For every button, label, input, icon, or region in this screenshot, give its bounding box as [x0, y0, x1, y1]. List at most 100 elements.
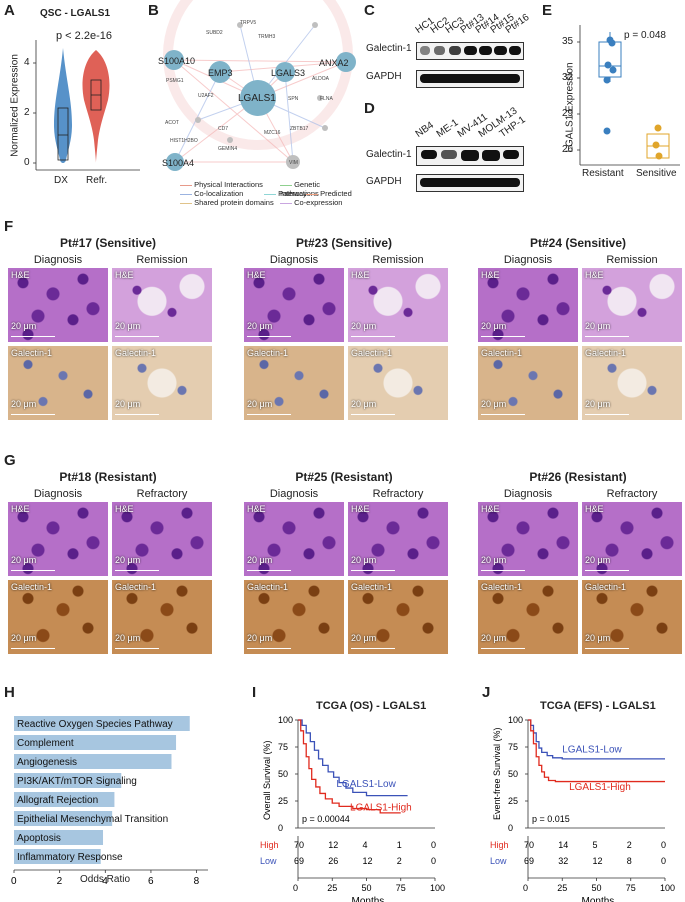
scale-bar	[585, 644, 629, 649]
violin-axes	[33, 40, 140, 171]
y-tick-label: 75	[278, 742, 288, 752]
scale-bar-label: 20 μm	[351, 321, 377, 331]
scale-bar	[11, 566, 55, 571]
violin-ylabel: Normalized Expression	[9, 54, 21, 157]
node-lgals3	[275, 62, 295, 82]
net-label-lgals3: LGALS3	[271, 68, 306, 78]
x-tick-label: 6	[148, 876, 154, 887]
km-high-curve	[528, 719, 665, 783]
histology-image: Galectin-1 20 μm	[478, 346, 578, 420]
km-high-label: LGALS1-High	[350, 803, 412, 814]
x-tick-label: 50	[362, 883, 372, 893]
scale-bar	[481, 410, 525, 415]
legend-predicted: Predicted	[320, 189, 352, 198]
odds-ratio-bar	[14, 792, 115, 807]
bar-h-chart: Reactive Oxygen Species Pathway Complemen…	[11, 716, 208, 887]
bar-category-label: PI3K/AKT/mTOR Signaling	[17, 776, 137, 787]
histo-col-left: Diagnosis	[269, 254, 319, 266]
bar-category-label: Epithelial Mesenchymal Transition	[17, 814, 168, 825]
stain-label: Galectin-1	[585, 582, 627, 592]
node-s100a10	[164, 50, 184, 70]
net-small-trpv5: TRPV5	[240, 20, 257, 26]
net-small-u2af2: U2AF2	[198, 93, 214, 99]
scale-bar	[585, 332, 629, 337]
km-xlabel: Months	[582, 896, 615, 902]
risk-high-label: High	[260, 840, 279, 850]
stain-label: Galectin-1	[115, 582, 157, 592]
x-tick-label: 0	[11, 876, 17, 887]
stain-label: H&E	[247, 270, 266, 280]
node-lgals1	[240, 80, 276, 116]
node-small	[312, 22, 318, 28]
dot-resistant	[603, 76, 611, 84]
violin-refr	[82, 50, 110, 163]
histology-image: Galectin-1 20 μm	[348, 580, 448, 654]
km-high-curve	[298, 719, 401, 814]
network-legend: Physical Interactions Co-localization Sh…	[180, 180, 360, 208]
scale-bar-label: 20 μm	[585, 633, 611, 643]
risk-low-count: 12	[363, 856, 373, 866]
net-small-flna: FLNA	[320, 96, 333, 102]
histo-group-title: Pt#24 (Sensitive)	[529, 236, 627, 250]
dot-resistant	[604, 61, 612, 69]
net-small-gemin4: GEMIN4	[218, 146, 238, 152]
x-tick-label: 25	[327, 883, 337, 893]
x-tick-label: 100	[660, 883, 675, 893]
odds-ratio-bar	[14, 849, 101, 864]
risk-high-count: 70	[294, 840, 304, 850]
scale-bar-label: 20 μm	[115, 633, 141, 643]
net-small-vim: VIM	[289, 160, 298, 166]
scatter-e-xlabel-resistant: Resistant	[582, 168, 624, 179]
violin-ytick-4: 4	[24, 57, 30, 68]
net-small-cd7: CD7	[218, 126, 229, 132]
histo-col-left: Diagnosis	[33, 488, 83, 500]
scale-bar	[351, 644, 395, 649]
histo-col-left: Diagnosis	[503, 254, 553, 266]
histo-col-right: Refractory	[372, 488, 424, 500]
stain-label: Galectin-1	[11, 348, 53, 358]
km-pvalue: p = 0.00044	[302, 814, 350, 824]
scale-bar	[247, 644, 291, 649]
odds-ratio-bar	[14, 830, 104, 845]
risk-high-count: 70	[524, 840, 534, 850]
panel-label-j: J	[482, 684, 491, 701]
stain-label: H&E	[481, 270, 500, 280]
km-low-curve	[298, 719, 408, 797]
scale-bar	[481, 332, 525, 337]
km-low-curve	[528, 719, 665, 760]
km-j-title: TCGA (EFS) - LGALS1	[540, 700, 656, 712]
km-xlabel: Months	[352, 896, 385, 902]
node-vim	[286, 155, 300, 169]
net-small-subd2: SUBD2	[206, 30, 223, 36]
scale-bar-label: 20 μm	[115, 399, 141, 409]
odds-ratio-bar	[14, 716, 190, 731]
stain-label: Galectin-1	[351, 348, 393, 358]
x-tick-label: 8	[194, 876, 200, 887]
panel-label-i: I	[252, 684, 257, 701]
histo-col-left: Diagnosis	[33, 254, 83, 266]
histology-image: Galectin-1 20 μm	[478, 580, 578, 654]
scatter-e-ytick-32: 32	[562, 72, 574, 83]
stain-label: Galectin-1	[481, 582, 523, 592]
net-small-hist1h2bo: HIST1H2BO	[170, 138, 198, 144]
scale-bar-label: 20 μm	[351, 633, 377, 643]
violin-ytick-2: 2	[24, 107, 30, 118]
scale-bar	[247, 332, 291, 337]
violin-title: QSC - LGALS1	[40, 8, 111, 19]
blot-d-row1-label: Galectin-1	[366, 149, 412, 160]
stain-label: H&E	[11, 270, 30, 280]
dot-resistant	[603, 127, 611, 135]
risk-high-count: 5	[593, 840, 598, 850]
bar-category-label: Allograft Rejection	[17, 795, 98, 806]
stain-label: H&E	[351, 270, 370, 280]
histology-image: Galectin-1 20 μm	[582, 346, 682, 420]
scale-bar	[585, 410, 629, 415]
scatter-e-ytick-35: 35	[562, 36, 574, 47]
risk-low-count: 2	[397, 856, 402, 866]
km-high-label: LGALS1-High	[569, 782, 631, 793]
scatter-e-pvalue: p = 0.048	[624, 30, 666, 41]
stain-label: H&E	[481, 504, 500, 514]
histo-col-right: Remission	[136, 254, 188, 266]
network-graph	[163, 0, 356, 171]
